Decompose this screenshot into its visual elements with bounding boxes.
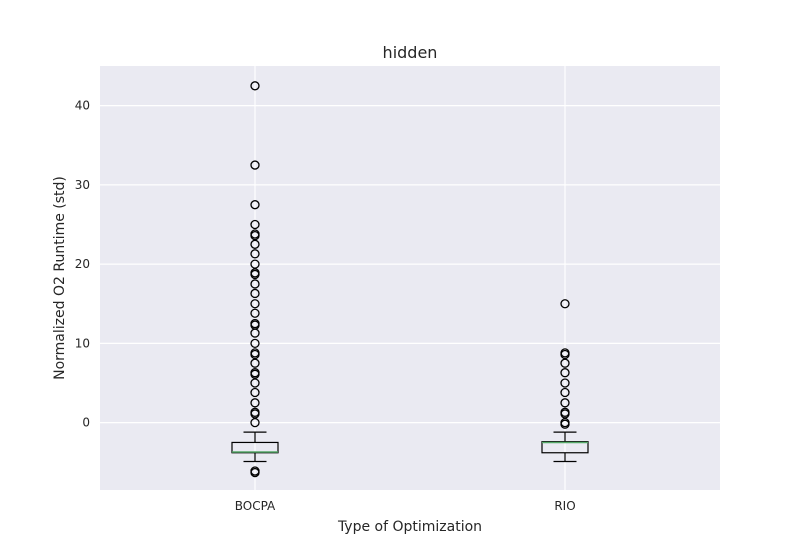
outlier-point [250,387,260,398]
outlier-point [250,81,260,91]
x-tick-label: BOCPA [235,499,276,513]
plot-area [100,66,720,490]
chart-title: hidden [383,43,438,62]
outlier-point [250,299,260,309]
outlier-point [250,230,260,241]
outlier-point [250,398,260,408]
outlier-point [250,269,260,280]
tick-labels: 0 10 20 30 40 BOCPA RIO [75,99,576,513]
outlier-point [560,398,570,408]
outlier-point [250,409,260,419]
iqr-box [231,441,279,454]
outlier-point [250,249,260,259]
outlier-point [560,419,570,429]
box-group-bocpa [231,81,279,478]
outlier-point [250,259,260,269]
outlier-point [250,417,260,428]
outlier-point [560,368,570,378]
outlier-point [250,338,260,349]
outlier-point [560,387,570,398]
outlier-point [250,308,260,318]
outlier-point [250,160,260,170]
y-axis-label: Normalized O2 Runtime (std) [52,176,68,380]
box-plot-marks [231,81,589,478]
outlier-point [250,200,260,210]
outlier-point [250,288,260,299]
y-tick-label: 40 [75,99,90,113]
outlier-point [250,369,260,379]
y-tick-label: 20 [75,257,90,271]
y-tick-label: 30 [75,178,90,192]
box-group-rio [541,299,589,463]
x-axis-label: Type of Optimization [337,519,482,535]
outlier-point [250,279,260,289]
outlier-point [560,409,570,419]
outlier-point [250,358,260,368]
x-tick-label: RIO [554,499,575,513]
outlier-point [560,349,570,360]
outlier-point [250,349,260,360]
outlier-point [560,299,570,309]
outlier-point [560,358,570,368]
y-tick-label: 10 [75,336,90,350]
y-tick-label: 0 [82,416,90,430]
outlier-point [560,378,570,388]
outlier-point [250,378,260,388]
iqr-box [541,441,589,454]
outlier-point [250,239,260,249]
outlier-point [250,467,260,478]
outlier-point [250,328,260,338]
outlier-point [250,219,260,230]
